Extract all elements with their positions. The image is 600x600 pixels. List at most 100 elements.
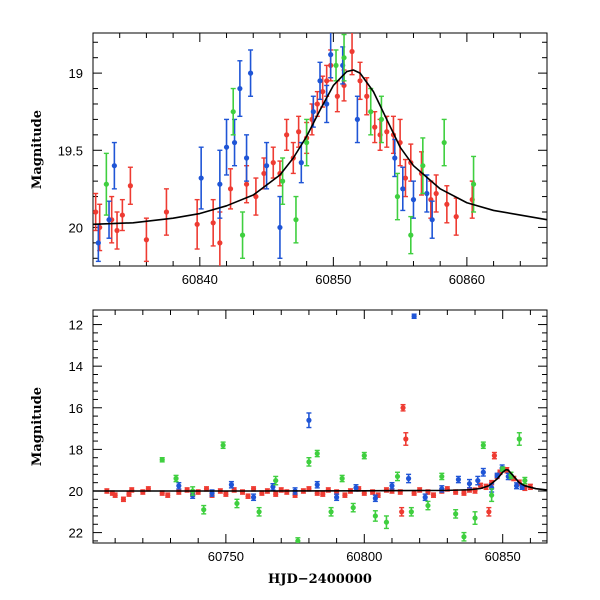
data-point <box>328 52 334 58</box>
data-point <box>408 509 414 515</box>
data-point <box>342 492 348 498</box>
data-point <box>284 132 290 138</box>
data-point <box>513 483 520 489</box>
data-point <box>256 509 262 515</box>
x-tick-label: 60840 <box>182 272 218 287</box>
data-point <box>410 197 417 203</box>
data-point <box>328 509 334 515</box>
data-point <box>280 178 286 184</box>
series-1 <box>176 313 525 503</box>
data-point <box>106 217 112 223</box>
plot-frame <box>92 32 548 267</box>
data-point <box>278 487 284 493</box>
data-point <box>317 78 323 84</box>
data-point <box>234 500 240 507</box>
data-point <box>314 450 320 457</box>
data-point <box>475 477 481 484</box>
data-point <box>353 485 359 491</box>
data-point <box>324 78 330 84</box>
series-2 <box>103 33 477 259</box>
data-point <box>372 495 378 501</box>
y-axis-label: Magnitude <box>30 110 45 189</box>
y-tick-label: 14 <box>69 359 83 374</box>
data-point <box>400 186 406 192</box>
data-point <box>270 160 276 166</box>
data-point <box>306 417 312 423</box>
data-point <box>243 181 250 187</box>
data-point <box>439 473 445 480</box>
data-point <box>324 101 330 107</box>
data-point <box>247 70 254 76</box>
data-point <box>273 477 279 484</box>
data-point <box>333 62 339 69</box>
data-point <box>441 139 447 146</box>
data-point <box>119 212 125 218</box>
data-point <box>231 139 238 146</box>
data-point <box>349 48 355 55</box>
data-point <box>163 209 170 215</box>
data-point <box>357 78 363 84</box>
data-point <box>120 496 127 502</box>
data-point <box>194 221 200 227</box>
data-point <box>334 494 340 500</box>
bottom-panel-light-curve-full: 60750 60800 60850 12 14 16 18 20 22 Magnitude HJD−… <box>30 309 548 587</box>
data-point <box>165 492 171 498</box>
data-point <box>201 507 207 513</box>
data-point <box>394 473 401 480</box>
data-point <box>239 232 246 238</box>
series-0 <box>104 403 533 517</box>
data-point <box>223 491 229 497</box>
data-point <box>350 505 356 511</box>
data-point <box>126 491 132 497</box>
data-point <box>143 237 150 243</box>
data-point <box>389 483 395 489</box>
data-point <box>455 476 462 483</box>
y-axis-label: Magnitude <box>30 387 45 466</box>
data-point <box>486 509 492 515</box>
data-point <box>425 502 431 509</box>
data-point <box>298 160 304 166</box>
data-point <box>293 217 299 223</box>
data-point <box>159 457 165 463</box>
data-point <box>306 459 312 465</box>
data-point <box>408 232 414 238</box>
data-point <box>378 116 385 123</box>
data-point <box>263 163 270 169</box>
data-point <box>237 85 243 92</box>
x-tick-label: 60850 <box>485 549 521 564</box>
data-point <box>103 181 109 187</box>
data-layer <box>93 313 547 543</box>
data-layer <box>93 33 547 266</box>
fit-curve <box>93 468 547 492</box>
y-tick-label: 19.5 <box>58 143 83 158</box>
data-point <box>516 436 522 442</box>
data-point <box>361 490 367 496</box>
data-point <box>320 491 326 497</box>
data-point <box>429 217 435 223</box>
data-point <box>210 220 216 226</box>
data-point <box>339 475 345 482</box>
data-point <box>466 481 473 487</box>
data-point <box>111 163 117 169</box>
data-point <box>453 214 459 220</box>
x-tick-label: 60850 <box>315 272 351 287</box>
data-point <box>310 109 316 115</box>
data-point <box>93 209 99 215</box>
data-point <box>480 442 486 448</box>
y-tick-label: 16 <box>69 401 83 416</box>
data-point <box>368 109 374 115</box>
series-1 <box>95 33 435 263</box>
data-point <box>273 491 279 497</box>
data-point <box>95 240 101 246</box>
data-point <box>405 475 412 482</box>
data-point <box>295 538 301 543</box>
y-tick-label: 20 <box>69 484 83 499</box>
data-point <box>400 405 406 411</box>
data-point <box>470 181 477 187</box>
data-point <box>444 201 450 207</box>
data-point <box>176 483 182 489</box>
data-point <box>392 155 398 161</box>
data-point <box>453 511 459 517</box>
data-point <box>314 490 320 496</box>
